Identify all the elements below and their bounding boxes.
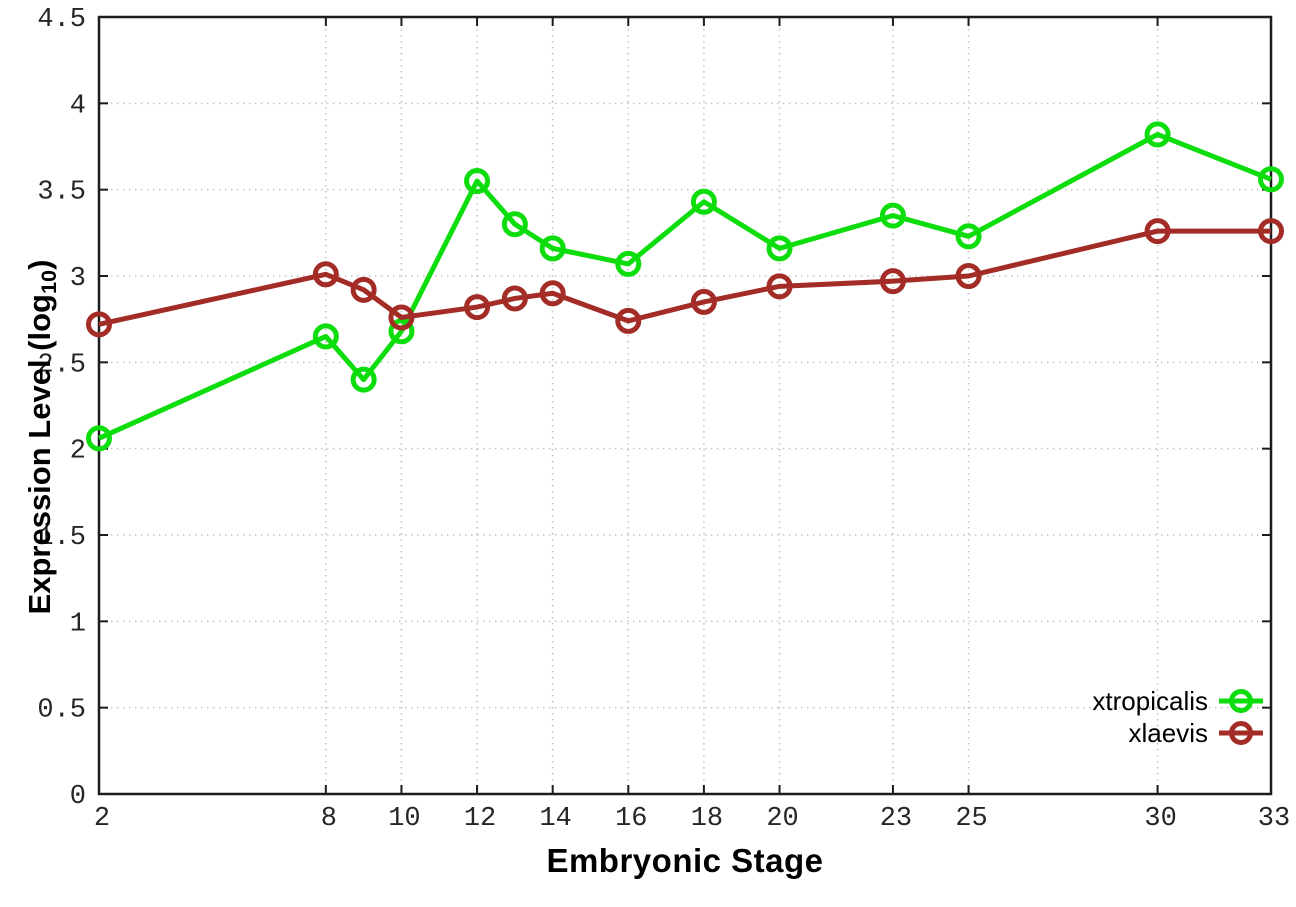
data-point-xlaevis xyxy=(86,311,112,338)
x-tick-label: 25 xyxy=(955,804,987,834)
data-point-xlaevis xyxy=(1144,218,1171,245)
y-tick-label: 2.5 xyxy=(37,350,86,380)
data-point-xtropicalis xyxy=(955,223,982,250)
data-point-xlaevis xyxy=(879,268,906,295)
data-point-xtropicalis xyxy=(539,235,566,262)
data-point-xlaevis xyxy=(955,263,982,289)
data-point-xlaevis xyxy=(501,285,528,312)
grid xyxy=(99,17,1271,794)
x-tick-label: 8 xyxy=(321,804,337,834)
x-tick-label: 2 xyxy=(94,804,110,834)
series-xtropicalis xyxy=(86,121,1284,452)
y-tick-label: 3 xyxy=(70,264,86,294)
data-point-xlaevis xyxy=(690,288,717,315)
data-point-xlaevis xyxy=(766,273,793,300)
data-point-xtropicalis xyxy=(766,235,793,262)
y-axis-title: Expression Level (log10) xyxy=(22,227,62,647)
x-tick-label: 23 xyxy=(880,804,912,834)
y-axis-title-close: ) xyxy=(22,259,57,270)
plot-border xyxy=(97,15,1273,796)
data-point-xtropicalis xyxy=(690,188,717,215)
y-tick-label: 2 xyxy=(70,437,86,467)
x-tick-label: 12 xyxy=(464,804,496,834)
data-point-xtropicalis xyxy=(1258,166,1284,193)
data-point-xlaevis xyxy=(615,307,642,334)
line-point-sample-icon xyxy=(1219,688,1263,713)
data-point-xtropicalis xyxy=(879,202,906,229)
x-tick-label: 16 xyxy=(615,804,647,834)
data-point-xtropicalis xyxy=(615,250,642,277)
series-xlaevis xyxy=(86,218,1284,338)
data-point-xtropicalis xyxy=(86,425,112,452)
data-point-xtropicalis xyxy=(501,211,528,238)
x-tick-label: 10 xyxy=(388,804,420,834)
series-line-xlaevis xyxy=(98,228,1271,327)
legend: xtropicalis xlaevis xyxy=(1092,686,1264,747)
line-point-sample-icon xyxy=(1219,720,1263,745)
data-point-xtropicalis xyxy=(1144,121,1171,148)
data-point-xlaevis xyxy=(539,280,566,307)
x-tick-labels: 2 8 10 12 14 16 18 20 23 25 30 33 xyxy=(94,804,1290,834)
y-tick-label: 4.5 xyxy=(37,5,86,35)
data-point-xlaevis xyxy=(464,294,491,321)
x-tick-label: 30 xyxy=(1144,804,1176,834)
y-tick-label: 1.5 xyxy=(37,523,86,553)
x-tick-label: 33 xyxy=(1258,804,1290,834)
y-tick-label: 0.5 xyxy=(37,696,86,726)
data-point-xtropicalis xyxy=(350,366,377,393)
y-tick-label: 4 xyxy=(70,91,86,121)
y-tick-label: 1 xyxy=(70,609,86,639)
legend-label-xlaevis: xlaevis xyxy=(1128,717,1208,748)
y-tick-label: 0 xyxy=(70,782,86,812)
data-point-xlaevis xyxy=(1258,218,1284,245)
y-tick-label: 3.5 xyxy=(37,178,86,208)
x-tick-label: 14 xyxy=(539,804,571,834)
legend-label-xtropicalis: xtropicalis xyxy=(1092,685,1208,716)
x-axis-title: Embryonic Stage xyxy=(546,842,824,879)
legend-item-xlaevis: xlaevis xyxy=(1129,718,1264,747)
data-point-xlaevis xyxy=(312,261,339,288)
data-point-xtropicalis xyxy=(388,318,415,345)
tick-marks xyxy=(98,16,1272,795)
data-point-xlaevis xyxy=(350,276,377,303)
x-tick-label: 20 xyxy=(766,804,798,834)
y-axis-title-text: Expression Level (log xyxy=(22,294,57,615)
legend-item-xtropicalis: xtropicalis xyxy=(1092,686,1264,715)
data-point-xtropicalis xyxy=(312,323,339,350)
y-tick-labels: 0 0.5 1 1.5 2 2.5 3 3.5 4 4.5 xyxy=(37,5,86,812)
data-point-xlaevis xyxy=(388,304,415,331)
y-axis-title-subscript: 10 xyxy=(36,269,62,295)
x-tick-label: 18 xyxy=(691,804,723,834)
data-point-xtropicalis xyxy=(464,168,491,195)
